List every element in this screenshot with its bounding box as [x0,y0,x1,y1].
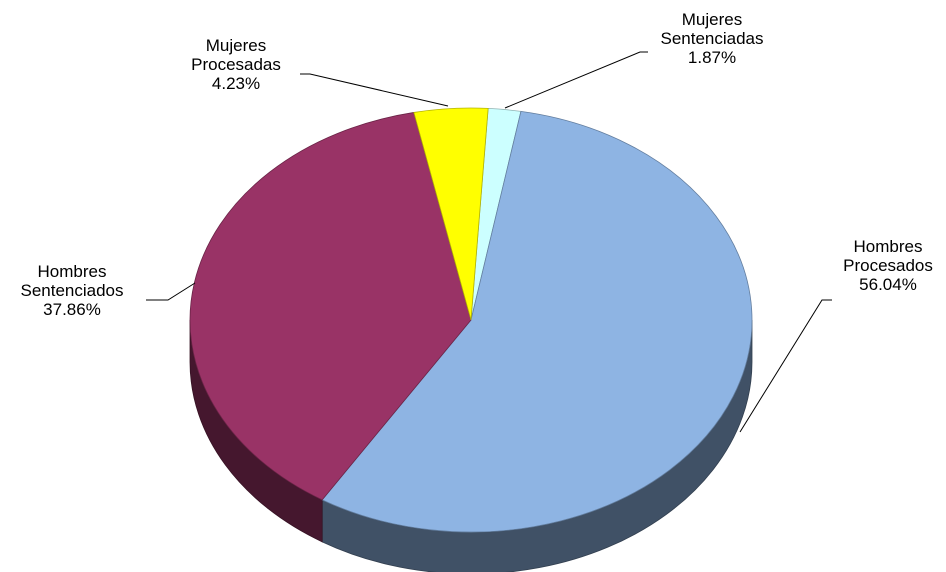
slice [413,107,489,321]
leader-line [146,282,196,301]
leader-line [739,299,832,433]
slice-label: Mujeres Procesadas [191,36,281,74]
slice-value-label: 4.23% [211,74,261,93]
leader-line [300,73,449,107]
slice-value-label: 56.04% [859,275,917,294]
slice [189,111,472,501]
leader-line [504,51,648,109]
slice-label: Hombres Procesados [843,237,933,275]
slice-value-label: 37.86% [43,300,101,319]
slice-value-label: 1.87% [687,48,737,67]
slice [321,110,753,533]
slice-label: Mujeres Sentenciadas [660,10,764,48]
slice-label: Hombres Sentenciados [20,262,124,300]
